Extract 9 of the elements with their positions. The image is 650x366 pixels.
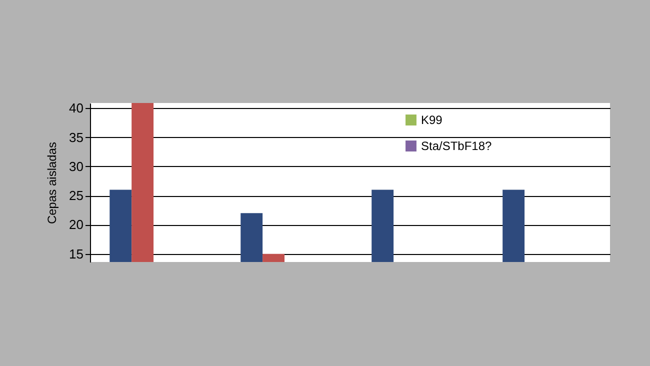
y-axis-title: Cepas aisladas xyxy=(45,142,60,224)
legend-label: K99 xyxy=(421,113,443,127)
y-tick-label: 15 xyxy=(69,246,84,262)
y-tick-label: 35 xyxy=(69,130,84,145)
y-tick-label: 40 xyxy=(69,100,84,116)
y-tick-label: 25 xyxy=(69,188,84,204)
legend-label: Sta/STbF18? xyxy=(421,139,492,153)
y-tick-label: 20 xyxy=(69,217,84,232)
y-tick-label: 30 xyxy=(69,158,84,174)
